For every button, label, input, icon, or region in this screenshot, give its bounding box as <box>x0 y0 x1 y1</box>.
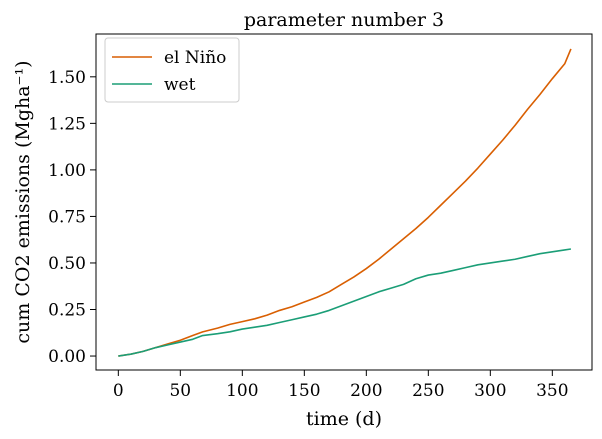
x-tick-label: 250 <box>412 381 444 401</box>
y-tick-label: 1.25 <box>48 114 86 134</box>
legend-label-1: wet <box>164 75 196 95</box>
y-tick-label: 1.50 <box>48 68 86 88</box>
y-tick-label: 0.25 <box>48 301 86 321</box>
legend: el Niño wet <box>104 37 240 103</box>
legend-label-0: el Niño <box>164 48 226 68</box>
x-tick-label: 50 <box>169 381 191 401</box>
x-tick-label: 100 <box>226 381 258 401</box>
plot-area <box>95 33 593 371</box>
y-tick-label: 0.75 <box>48 207 86 227</box>
x-axis-title: time (d) <box>306 408 382 430</box>
y-tick-label: 0.50 <box>48 254 86 274</box>
x-axis: 0 50 100 150 200 250 300 350 <box>113 370 569 401</box>
x-tick-label: 350 <box>536 381 568 401</box>
x-tick-label: 150 <box>288 381 320 401</box>
axes-frame <box>95 33 593 371</box>
x-tick-label: 200 <box>350 381 382 401</box>
y-axis-title: cum CO2 emissions (Mgha⁻¹) <box>12 60 34 343</box>
legend-box <box>104 37 240 103</box>
series-line-0 <box>118 48 572 357</box>
chart-title: parameter number 3 <box>244 9 444 31</box>
y-tick-label: 0.00 <box>48 347 86 367</box>
series-line-1 <box>118 248 572 357</box>
y-axis: 0.00 0.25 0.50 0.75 1.00 1.25 1.50 <box>48 68 96 367</box>
x-tick-label: 0 <box>113 381 124 401</box>
series-lines <box>118 48 572 357</box>
x-tick-label: 300 <box>474 381 506 401</box>
y-tick-label: 1.00 <box>48 161 86 181</box>
